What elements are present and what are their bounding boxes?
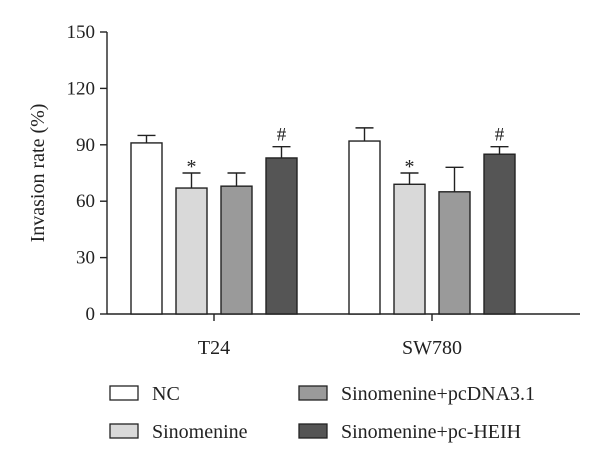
y-tick-label: 60 (76, 191, 95, 212)
legend-label: Sinomenine+pc-HEIH (341, 421, 521, 443)
y-tick-label: 90 (76, 135, 95, 156)
y-tick-label: 120 (67, 78, 96, 99)
legend-label: Sinomenine (152, 421, 248, 443)
y-axis-label: Invasion rate (%) (27, 104, 49, 243)
bar-sinomenine-pcdna3-1-t24 (220, 185, 253, 315)
bar-sinomenine-pcdna3-1-sw780 (438, 191, 471, 315)
significance-marker: # (277, 125, 287, 146)
significance-marker: * (405, 156, 415, 178)
x-tick-label: T24 (198, 337, 230, 359)
bar-nc-sw780 (348, 140, 381, 315)
bars: * # * # (130, 125, 516, 315)
y-tick-label: 0 (86, 304, 96, 325)
legend-swatch (109, 423, 139, 439)
legend-swatch (298, 423, 328, 439)
bar-nc-t24 (130, 142, 163, 315)
legend-label: NC (152, 383, 180, 405)
bar-sinomenine-sw780 (393, 183, 426, 315)
legend-swatch (109, 385, 139, 401)
x-tick-label: SW780 (402, 337, 462, 359)
significance-marker: # (495, 125, 505, 146)
legend-label: Sinomenine+pcDNA3.1 (341, 383, 535, 405)
legend-swatch (298, 385, 328, 401)
bar-sinomenine-t24 (175, 187, 208, 315)
bar-sinomenine-pc-heih-t24 (265, 157, 298, 315)
y-tick-label: 30 (76, 248, 95, 269)
significance-marker: * (187, 156, 197, 178)
y-tick-label: 150 (67, 22, 96, 43)
bar-sinomenine-pc-heih-sw780 (483, 153, 516, 315)
axes: 0 30 60 90 120 150 Invasion rate (%) T24 SW780 (27, 22, 580, 359)
legend: NC Sinomenine Sinomenine+pcDNA3.1 Sinomenin… (109, 383, 535, 443)
